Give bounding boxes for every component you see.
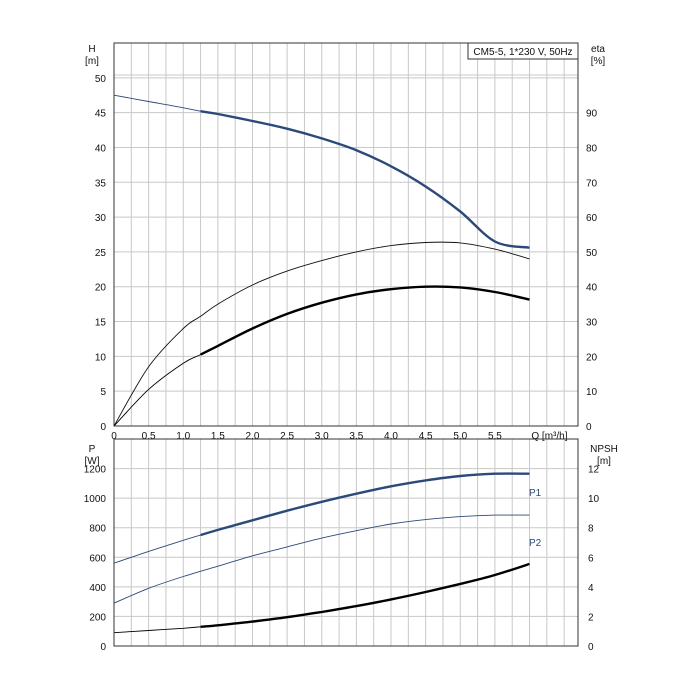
- bottom-chart-frame: [113, 438, 579, 647]
- x-tick-label: 0.5: [142, 431, 156, 442]
- y-right-tick-label: 40: [586, 283, 598, 294]
- x-tick-label: 3.5: [349, 431, 363, 442]
- bottom-series-1-line: [113, 514, 530, 604]
- bottom-series-0-operating-range: [200, 472, 530, 537]
- y-right-tick-label: 0: [588, 642, 594, 653]
- x-tick-label: 5.5: [488, 431, 502, 442]
- x-tick-label: 4.0: [384, 431, 398, 442]
- bottom-chart-ticks: 0 200 400 600 800 1000 1200 0 2 4 6 8 10 12: [84, 465, 600, 653]
- y-left-tick-label: 35: [95, 178, 107, 189]
- y-left-label-p: P: [89, 444, 96, 455]
- y-left-tick-label: 400: [89, 583, 106, 594]
- bottom-series-2-operating-range: [200, 562, 530, 628]
- x-tick-label: 5.0: [453, 431, 467, 442]
- x-tick-label: 4.5: [419, 431, 433, 442]
- x-tick-label: 2.0: [246, 431, 260, 442]
- y-left-tick-label: 1000: [84, 494, 107, 505]
- x-tick-label: 3.0: [315, 431, 329, 442]
- y-left-tick-label: 45: [95, 109, 107, 120]
- y-right-tick-label: 4: [588, 583, 594, 594]
- y-left-tick-label: 15: [95, 318, 107, 329]
- y-left-tick-label: 50: [95, 74, 107, 85]
- y-right-tick-label: 6: [588, 553, 594, 564]
- y-right-tick-label: 30: [586, 318, 598, 329]
- y-left-label-h: H: [88, 44, 95, 55]
- x-tick-label: 2.5: [280, 431, 294, 442]
- y-left-unit-p: [W]: [85, 456, 100, 467]
- x-tick-label: 1.0: [176, 431, 190, 442]
- y-left-tick-label: 20: [95, 283, 107, 294]
- y-right-tick-label: 0: [586, 422, 592, 433]
- y-left-tick-label: 25: [95, 248, 107, 259]
- series-label-p2: P2: [529, 538, 542, 549]
- top-series-1-line: [113, 241, 530, 427]
- y-left-tick-label: 5: [100, 387, 106, 398]
- series-label-p1: P1: [529, 488, 542, 499]
- y-right-tick-label: 20: [586, 352, 598, 363]
- y-left-tick-label: 40: [95, 143, 107, 154]
- y-right-unit-npsh: [m]: [597, 456, 611, 467]
- y-left-tick-label: 0: [100, 422, 106, 433]
- y-left-tick-label: 10: [95, 352, 107, 363]
- top-chart-ticks: 0 5 10 15 20 25 30 35 40 45 50 0 10 20 30 40 50 60 70 80 90 0…: [95, 74, 598, 442]
- top-chart-grid: [114, 43, 578, 426]
- top-series-0-operating-range: [200, 110, 530, 249]
- y-right-tick-label: 12: [588, 465, 600, 476]
- y-left-tick-label: 1200: [84, 465, 107, 476]
- y-left-tick-label: 200: [89, 612, 106, 623]
- y-right-tick-label: 70: [586, 178, 598, 189]
- chart-title: CM5-5, 1*230 V, 50Hz: [473, 47, 572, 58]
- y-left-unit-h: [m]: [85, 56, 99, 67]
- bottom-chart-grid: [114, 438, 578, 646]
- y-right-tick-label: 8: [588, 524, 594, 535]
- y-right-tick-label: 90: [586, 109, 598, 120]
- y-left-tick-label: 800: [89, 524, 106, 535]
- y-right-label-npsh: NPSH: [590, 444, 618, 455]
- x-tick-label: Q [m³/h]: [531, 431, 567, 442]
- y-left-tick-label: 600: [89, 553, 106, 564]
- y-right-unit-eta: [%]: [591, 56, 606, 67]
- x-tick-label: 0: [111, 431, 117, 442]
- y-right-tick-label: 50: [586, 248, 598, 259]
- x-tick-label: 1.5: [211, 431, 225, 442]
- y-left-tick-label: 30: [95, 213, 107, 224]
- y-right-tick-label: 10: [586, 387, 598, 398]
- top-chart-frame: [113, 42, 579, 427]
- y-right-label-eta: eta: [591, 44, 605, 55]
- y-left-tick-label: 0: [100, 642, 106, 653]
- top-chart-series: [113, 94, 530, 427]
- y-right-tick-label: 60: [586, 213, 598, 224]
- bottom-chart-series: [113, 472, 530, 634]
- top-chart-title-box: CM5-5, 1*230 V, 50Hz: [467, 42, 579, 60]
- y-right-tick-label: 2: [588, 612, 594, 623]
- y-right-tick-label: 80: [586, 143, 598, 154]
- top-series-2-operating-range: [200, 285, 530, 356]
- y-right-tick-label: 10: [588, 494, 600, 505]
